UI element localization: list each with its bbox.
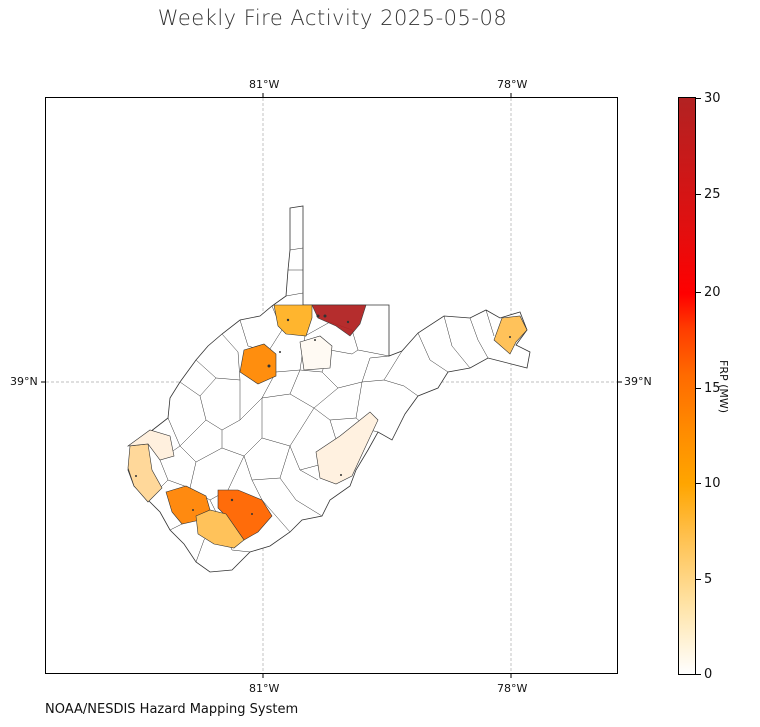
colorbar-label-0: 0	[704, 667, 713, 682]
colorbar-label-5: 5	[704, 572, 713, 587]
axis-ticks	[41, 93, 622, 678]
county-northern-panhandle-east	[311, 304, 367, 337]
fire-point	[314, 339, 316, 341]
county-southern-central-c	[195, 509, 245, 549]
colorbar-label-25: 25	[704, 187, 721, 202]
county-northern-north-central	[273, 304, 313, 337]
colorbar-tick	[696, 98, 701, 99]
fire-point	[267, 364, 271, 368]
county-southwest-edge	[127, 443, 163, 503]
top-tick-81w: 81°W	[249, 78, 280, 91]
fire-points	[135, 314, 511, 515]
fire-point	[509, 336, 511, 338]
colorbar-label-30: 30	[704, 91, 721, 106]
fire-point	[251, 513, 253, 515]
colorbar-tick	[696, 579, 701, 580]
county-north-central-small	[299, 335, 333, 371]
fire-point	[279, 351, 281, 353]
fire-point	[340, 474, 342, 476]
colorbar-label-10: 10	[704, 476, 721, 491]
fire-point	[316, 314, 320, 318]
colorbar-tick	[696, 674, 701, 675]
colorbar-title: FRP (MW)	[717, 360, 730, 414]
fire-point	[230, 498, 234, 502]
fire-point	[323, 314, 327, 318]
colorbar-tick	[696, 292, 701, 293]
top-tick-78w: 78°W	[497, 78, 528, 91]
map-title: Weekly Fire Activity 2025-05-08	[157, 6, 508, 30]
county-southeast	[315, 411, 379, 485]
left-tick-39n: 39°N	[10, 375, 38, 388]
colorbar-tick	[696, 194, 701, 195]
fire-point	[135, 475, 137, 477]
fire-point	[286, 318, 290, 322]
county-southwest-lower	[126, 429, 175, 461]
colorbar	[678, 97, 696, 675]
fire-point	[346, 320, 350, 324]
colorbar-tick	[696, 388, 701, 389]
county-eastern-panhandle	[493, 315, 528, 355]
data-credit: NOAA/NESDIS Hazard Mapping System	[45, 702, 299, 717]
bottom-tick-78w: 78°W	[497, 682, 528, 695]
colorbar-label-15: 15	[704, 381, 721, 396]
fire-point	[192, 509, 194, 511]
fire-counties	[126, 304, 528, 549]
county-southern-central-b	[217, 489, 273, 541]
county-central-west	[239, 343, 277, 385]
colorbar-tick	[696, 483, 701, 484]
bottom-tick-81w: 81°W	[249, 682, 280, 695]
colorbar-label-20: 20	[704, 285, 721, 300]
right-tick-39n: 39°N	[624, 375, 652, 388]
